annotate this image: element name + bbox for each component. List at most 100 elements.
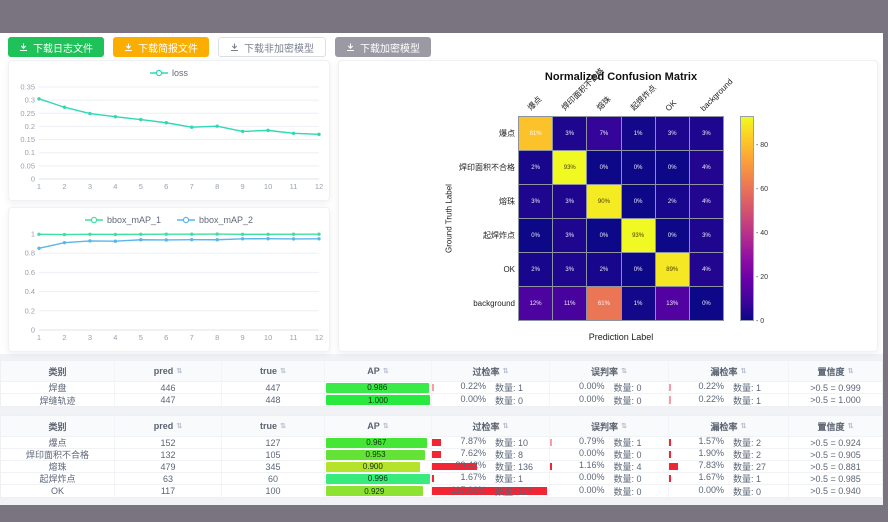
cell-overkill: 117.00% 数量: 117: [431, 485, 549, 497]
column-header-ap[interactable]: AP ⇅: [324, 416, 431, 436]
svg-text:0.4: 0.4: [25, 287, 35, 296]
sort-icon[interactable]: ⇅: [740, 423, 747, 430]
cell-misjudge: 0.00% 数量: 0: [549, 485, 668, 497]
cm-col-label-5: background: [698, 77, 735, 113]
column-header-ap[interactable]: AP ⇅: [324, 361, 431, 381]
sort-icon[interactable]: ⇅: [176, 368, 183, 375]
sort-icon[interactable]: ⇅: [740, 368, 747, 375]
download-icon: [20, 43, 27, 51]
column-header-label: 过检率: [472, 421, 500, 432]
cell-ap: 0.986: [324, 382, 431, 393]
column-header-misjudge[interactable]: 误判率 ⇅: [549, 361, 668, 381]
column-header-confidence[interactable]: 置信度 ⇅: [788, 361, 882, 381]
column-header-misjudge[interactable]: 误判率 ⇅: [549, 416, 668, 436]
sort-icon[interactable]: ⇅: [847, 423, 854, 430]
sort-icon[interactable]: ⇅: [280, 368, 286, 375]
colorbar-tick-40: - 40: [756, 229, 769, 237]
cell-true: 448: [221, 394, 324, 406]
rate-text: 0.00% 数量: 0: [550, 394, 668, 406]
rate-percent: 1.67%: [698, 473, 724, 482]
rate-percent: 0.00%: [578, 485, 605, 495]
cell-category: 焊缝轨迹: [39, 395, 76, 406]
table-row: 熔珠 479 345 0.900 39.42% 数量: 136 1.16% 数量: 4 7.83…: [1, 461, 882, 473]
column-header-overkill[interactable]: 过检率 ⇅: [431, 361, 549, 381]
svg-text:3: 3: [88, 333, 92, 342]
column-header-true[interactable]: true ⇅: [221, 416, 324, 436]
column-header-label: AP: [367, 421, 380, 431]
ap-bar: 0.953: [326, 449, 426, 460]
legend-item-bbox_mAP_1[interactable]: bbox_mAP_1: [84, 215, 161, 225]
rate-percent: 39.42%: [455, 461, 486, 470]
cm-col-label-3: 起焊炸点: [628, 83, 658, 113]
column-header-true[interactable]: true ⇅: [221, 361, 324, 381]
rate-text: 0.00% 数量: 0: [669, 485, 788, 497]
cell-overkill: 0.22% 数量: 1: [431, 382, 549, 393]
rate-bar: [669, 475, 671, 482]
rate-percent: 0.00%: [460, 394, 486, 404]
svg-text:10: 10: [264, 333, 272, 342]
column-header-label: true: [260, 421, 278, 431]
sort-icon[interactable]: ⇅: [382, 368, 389, 375]
legend-line-icon: [177, 216, 195, 224]
cm-cell: 3%: [553, 219, 587, 252]
svg-text:9: 9: [241, 333, 245, 342]
download-button-2[interactable]: 下载简报文件: [113, 37, 209, 57]
sort-icon[interactable]: ⇅: [502, 368, 509, 375]
sort-icon[interactable]: ⇅: [621, 423, 627, 430]
ap-bar: 0.986: [326, 382, 429, 393]
rate-percent: 0.22%: [698, 382, 724, 391]
column-header-label: 类别: [48, 366, 67, 377]
rate-bar: [432, 475, 434, 482]
column-header-miss[interactable]: 漏检率 ⇅: [668, 361, 788, 381]
legend-label: loss: [171, 68, 188, 78]
rate-count: 数量: 1: [495, 383, 524, 393]
svg-text:1: 1: [37, 333, 41, 342]
rate-text: 117.00% 数量: 117: [432, 485, 549, 497]
cell-pred: 152: [114, 437, 221, 448]
rate-percent: 1.90%: [698, 449, 724, 458]
legend-item-loss[interactable]: loss: [149, 68, 188, 78]
legend-item-bbox_mAP_2[interactable]: bbox_mAP_2: [177, 215, 253, 225]
sort-icon[interactable]: ⇅: [280, 423, 286, 430]
sort-icon[interactable]: ⇅: [382, 423, 389, 430]
sort-icon[interactable]: ⇅: [502, 423, 509, 430]
column-header-miss[interactable]: 漏检率 ⇅: [668, 416, 788, 436]
rate-bar: [432, 463, 478, 470]
svg-text:2: 2: [62, 333, 66, 342]
rate-count: 数量: 1: [495, 474, 524, 484]
cm-row-label-3: 起焊炸点: [483, 231, 515, 241]
cm-cell: 7%: [587, 117, 621, 150]
download-button-4[interactable]: 下载加密模型: [335, 37, 431, 57]
column-header-pred[interactable]: pred ⇅: [114, 361, 221, 381]
table-header-row: 类别 pred ⇅ true ⇅ AP ⇅ 过检率 ⇅ 误判率 ⇅ 漏检率 ⇅ 置信度 ⇅: [1, 416, 882, 437]
cm-cell: 0%: [655, 151, 689, 184]
rate-percent: 117.00%: [451, 485, 486, 495]
sort-icon[interactable]: ⇅: [847, 368, 854, 375]
rate-percent: 7.62%: [460, 449, 486, 458]
cm-cell: 0%: [587, 151, 621, 184]
rate-text: 1.57% 数量: 2: [669, 437, 788, 448]
map-chart: 00.20.40.60.811 2 3 4 5 6 7 8 9 10 11 12: [25, 230, 324, 343]
download-button-1[interactable]: 下载日志文件: [8, 37, 104, 57]
svg-text:8: 8: [215, 182, 219, 191]
rate-count: 数量: 8: [495, 450, 524, 460]
rate-count: 数量: 117: [495, 486, 533, 497]
rate-bar: [669, 463, 679, 470]
confusion-matrix-column-labels: 爆点 焊印面积不合格 熔珠 起焊炸点 OK background: [518, 61, 734, 116]
cm-cell: 12%: [519, 287, 553, 320]
column-header-pred[interactable]: pred ⇅: [114, 416, 221, 436]
cell-confidence: >0.5 = 0.999: [788, 382, 882, 393]
cm-row-label-5: background: [473, 299, 515, 309]
sort-icon[interactable]: ⇅: [176, 423, 183, 430]
column-header-confidence[interactable]: 置信度 ⇅: [788, 416, 882, 436]
cell-overkill: 39.42% 数量: 136: [431, 461, 549, 472]
rate-percent: 1.67%: [460, 473, 486, 482]
rate-bar: [669, 396, 671, 404]
cm-cell: 2%: [655, 185, 689, 218]
rate-bar: [550, 439, 552, 446]
svg-text:0.2: 0.2: [25, 306, 35, 315]
sort-icon[interactable]: ⇅: [621, 368, 627, 375]
rate-count: 数量: 1: [733, 474, 762, 484]
column-header-overkill[interactable]: 过检率 ⇅: [431, 416, 549, 436]
download-button-3[interactable]: 下载非加密模型: [218, 37, 326, 57]
